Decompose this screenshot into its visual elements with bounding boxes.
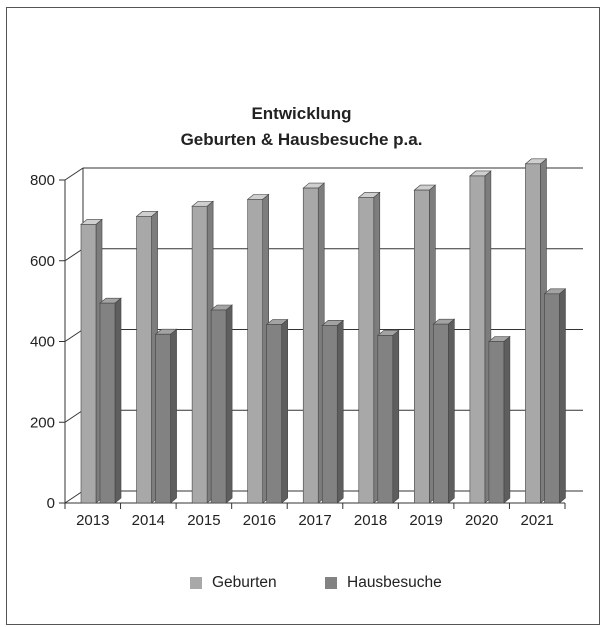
x-tick-label-2017: 2017 (298, 512, 331, 529)
x-tick-label-2015: 2015 (187, 512, 220, 529)
bar-2016-hausbesuche (266, 324, 282, 504)
bar-2013-geburten (80, 224, 97, 504)
bar-2015-hausbesuche (210, 309, 227, 504)
x-tick-label-2021: 2021 (521, 512, 554, 529)
bar-2014-hausbesuche (155, 333, 171, 504)
bar-side-2020-hausbesuche (503, 335, 511, 504)
y-tick-label-400: 400 (30, 334, 55, 351)
bar-side-2016-hausbesuche (281, 318, 288, 504)
bar-side-2021-hausbesuche (559, 288, 566, 504)
legend-item-geburten: Geburten (190, 574, 277, 592)
bar-side-2018-hausbesuche (392, 329, 400, 504)
legend-swatch-geburten (190, 577, 202, 589)
bar-side-2019-hausbesuche (448, 318, 455, 504)
bar-2017-hausbesuche (321, 325, 338, 504)
x-tick-label-2016: 2016 (243, 512, 276, 529)
bar-2015-geburten (191, 205, 208, 504)
grid-depth-line-200 (64, 409, 84, 423)
chart-title-line-1: Entwicklung (251, 104, 352, 123)
bar-2021-hausbesuche (544, 293, 560, 504)
bar-2020-geburten (469, 175, 486, 504)
grid-depth-line-600 (64, 248, 84, 262)
bar-side-2013-hausbesuche (114, 297, 122, 504)
y-tick-label-200: 200 (30, 414, 55, 431)
y-tick-label-800: 800 (30, 172, 55, 189)
x-tick-label-2020: 2020 (465, 512, 498, 529)
legend-label-hausbesuche: Hausbesuche (347, 574, 442, 591)
bar-2018-geburten (358, 197, 375, 504)
grid-depth-line-800 (64, 167, 84, 181)
legend-label-geburten: Geburten (212, 574, 277, 591)
y-tick-label-600: 600 (30, 253, 55, 270)
legend-item-hausbesuche: Hausbesuche (325, 574, 442, 592)
bar-side-2014-hausbesuche (170, 328, 177, 504)
chart-title-line-2: Geburten & Hausbesuche p.a. (180, 130, 423, 149)
bar-2014-geburten (136, 216, 152, 504)
bar-2019-hausbesuche (433, 323, 449, 504)
bar-2021-geburten (525, 163, 541, 504)
x-tick-label-2013: 2013 (76, 512, 109, 529)
bar-side-2017-hausbesuche (336, 319, 344, 504)
grid-depth-line-400 (64, 329, 84, 342)
x-tick-label-2014: 2014 (132, 512, 165, 529)
x-tick-label-2019: 2019 (409, 512, 442, 529)
bar-2017-geburten (302, 187, 319, 504)
bar-2013-hausbesuche (99, 302, 116, 504)
legend-swatch-hausbesuche (325, 577, 337, 589)
bar-2020-hausbesuche (488, 341, 505, 504)
bar-2019-geburten (414, 189, 430, 504)
x-tick-label-2018: 2018 (354, 512, 387, 529)
bar-side-2015-hausbesuche (225, 304, 233, 504)
grid-depth-line-0 (64, 490, 84, 504)
bar-2018-hausbesuche (377, 335, 394, 504)
bar-2016-geburten (247, 199, 263, 504)
y-tick-label-0: 0 (47, 495, 55, 512)
